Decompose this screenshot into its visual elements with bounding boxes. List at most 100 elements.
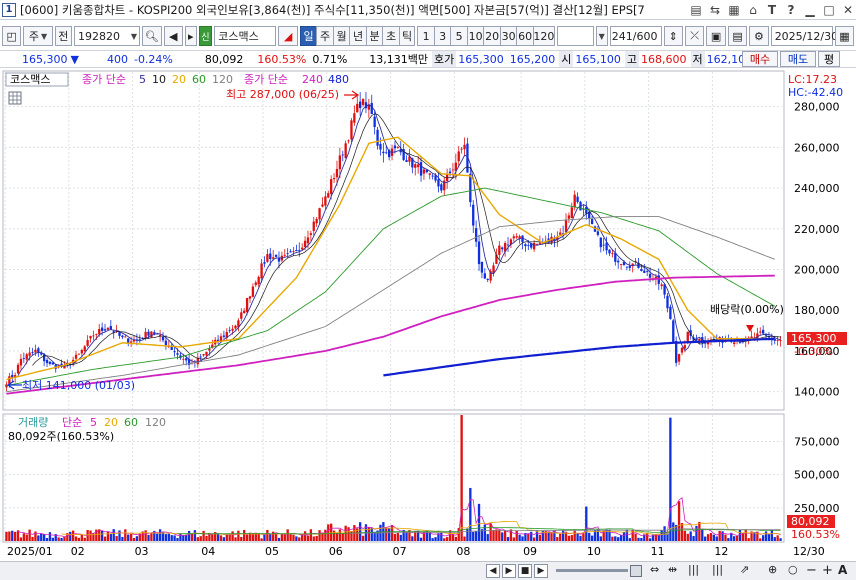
display-count-field[interactable]: 241/600 (609, 26, 662, 46)
volume-bar (112, 529, 115, 541)
candle-body (425, 169, 429, 173)
candle-body (202, 354, 205, 356)
minimize-icon[interactable]: ▁ (805, 3, 815, 17)
chart-icon[interactable]: ▦ (728, 3, 740, 17)
volume-chart[interactable]: 거래량 단순 5 20 60 120 80,092주(160.53%) 750,… (0, 413, 856, 543)
minute-1-button[interactable]: 1 (417, 26, 434, 46)
scroll-thumb[interactable] (630, 565, 642, 577)
toggle-panel-icon[interactable]: ◰ (2, 26, 22, 46)
scroll-right-button[interactable]: ▶ (534, 564, 548, 578)
sell-button[interactable]: 매도 (780, 51, 816, 67)
volume-bar (532, 537, 536, 541)
volume-bar (663, 526, 666, 541)
auto-scale-button[interactable]: A (838, 563, 848, 577)
minute-20-button[interactable]: 20 (483, 26, 500, 46)
candle-body (675, 341, 678, 363)
save-icon[interactable]: ▤ (727, 26, 748, 46)
magnifier-icon[interactable]: ○ (788, 563, 798, 576)
price-chart[interactable]: 코스맥스 종가 단순 5 10 20 60 120 종가 단순 240 480 … (0, 70, 856, 411)
window-number-badge[interactable]: 1 (2, 2, 16, 17)
candle-body (431, 175, 434, 177)
close-icon[interactable]: ✕ (842, 3, 854, 17)
volume-ma5-line (17, 497, 781, 538)
candle-body (147, 331, 150, 336)
volume-bar (385, 527, 388, 541)
buy-button[interactable]: 매수 (742, 51, 778, 67)
zoom-out-button[interactable]: − (806, 563, 817, 578)
candle-body (373, 116, 376, 128)
candle-body (231, 328, 234, 331)
chart-toolbar: ◰ 주 ▼ 전 192820 ▼ 🔍︎ ◀ ▸ 신 코스맥스 ◢ 일 주 월 년 분… (0, 24, 856, 48)
volume-bar (129, 533, 133, 541)
step-arrow-button[interactable]: ▸ (184, 26, 197, 46)
period-week-button[interactable]: 주 (316, 26, 333, 46)
prev-button[interactable]: 전 (54, 26, 73, 46)
market-select[interactable]: 주 ▼ (23, 26, 53, 46)
stock-code-input[interactable]: 192820 ▼ (74, 26, 141, 46)
minute-30-button[interactable]: 30 (499, 26, 517, 46)
minute-60-button[interactable]: 60 (516, 26, 533, 46)
candle-body (518, 236, 521, 239)
new-badge[interactable]: 신 (198, 26, 213, 46)
maximize-icon[interactable]: □ (823, 3, 835, 17)
speaker-icon[interactable]: ◀ (163, 26, 183, 46)
candle-body (376, 129, 379, 146)
stock-name-field[interactable]: 코스맥스 (214, 26, 277, 46)
fit-icon[interactable]: ⇔ (650, 563, 660, 576)
shrink-icon[interactable]: ⇹ (668, 563, 678, 576)
period-month-button[interactable]: 월 (332, 26, 350, 46)
zoom-icon[interactable]: ⇕ (663, 26, 683, 46)
display-count-total: /600 (632, 29, 658, 43)
volume-bar (573, 530, 576, 541)
gear-icon[interactable]: ⚙ (749, 26, 769, 46)
volume-bar (724, 534, 727, 541)
volume-bar (492, 530, 495, 541)
minute-3-button[interactable]: 3 (433, 26, 451, 46)
period-day-button[interactable]: 일 (299, 26, 317, 46)
bar-width-wide-icon[interactable]: ||| (712, 563, 724, 576)
grid-table-icon[interactable] (8, 91, 22, 105)
volume-bar (280, 534, 284, 541)
search-icon[interactable]: 🔍︎ (142, 26, 162, 46)
candle-body (564, 220, 568, 233)
candle-body (25, 354, 28, 360)
custom-period-input[interactable] (556, 26, 594, 46)
candle-body (628, 265, 631, 268)
period-second-button[interactable]: 초 (382, 26, 399, 46)
scroll-left-button[interactable]: ◀ (486, 564, 500, 578)
candle-body (486, 278, 489, 280)
window-list-icon[interactable]: ▤ (690, 3, 702, 17)
calendar-icon[interactable]: ▦ (834, 26, 855, 46)
lock-icon[interactable]: ▣ (706, 26, 726, 46)
volume-bar (179, 533, 182, 541)
chart-type-icon[interactable]: ⇗ (740, 563, 750, 576)
compare-icon[interactable]: ⤫ (684, 26, 705, 46)
ask-price: 165,300 (458, 52, 504, 66)
volume-bar (347, 527, 350, 541)
red-flag-icon[interactable]: ◢ (278, 26, 298, 46)
bar-width-icon[interactable]: ||| (688, 563, 700, 576)
play-button[interactable]: ▶ (502, 564, 516, 578)
zoom-in-button[interactable]: + (822, 563, 833, 578)
custom-period-dropdown[interactable]: ▼ (595, 26, 608, 46)
scroll-track[interactable] (556, 569, 628, 572)
date-field[interactable]: 2025/12/30 (770, 26, 838, 46)
link-icon[interactable]: ⇆ (709, 3, 721, 17)
minute-10-button[interactable]: 10 (466, 26, 484, 46)
candle-body (222, 335, 226, 337)
crosshair-icon[interactable]: ⊕ (768, 563, 778, 576)
minute-5-button[interactable]: 5 (450, 26, 467, 46)
candle-body (466, 143, 469, 173)
text-icon[interactable]: T (767, 3, 777, 17)
month-tick-label: 05 (265, 545, 279, 558)
period-year-button[interactable]: 년 (349, 26, 366, 46)
stop-button[interactable]: ■ (518, 564, 532, 578)
period-tick-button[interactable]: 틱 (398, 26, 416, 46)
candle-body (187, 359, 191, 365)
period-minute-button[interactable]: 분 (365, 26, 383, 46)
home-icon[interactable]: ⌂ (749, 3, 757, 17)
help-icon[interactable]: ? (787, 3, 795, 17)
eval-button[interactable]: 평 (818, 51, 840, 67)
candle-body (144, 331, 147, 338)
minute-120-button[interactable]: 120 (532, 26, 555, 46)
